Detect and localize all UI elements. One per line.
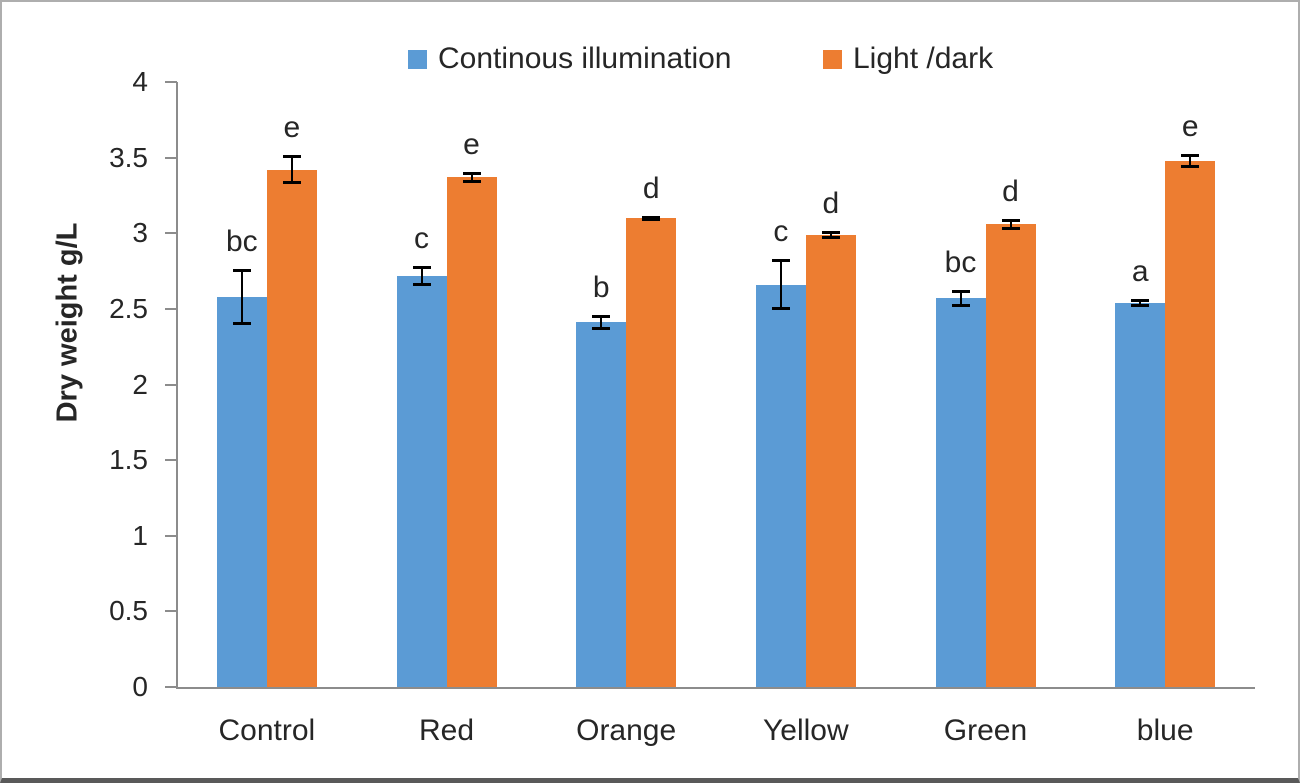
y-tick-label: 1 (132, 519, 148, 551)
y-tick-mark (165, 232, 177, 235)
x-axis-line (176, 687, 1255, 689)
significance-label: b (592, 271, 610, 305)
significance-label: e (1181, 109, 1199, 143)
y-tick-label: 0 (132, 671, 148, 702)
y-tick-label: 3.5 (109, 141, 148, 173)
bar-continuous-yellow (755, 284, 806, 687)
x-category-label: Green (943, 714, 1028, 747)
y-tick-label: 2.5 (109, 292, 148, 324)
error-bar-cap-top (232, 268, 251, 272)
error-bar-cap-top (412, 265, 431, 269)
y-tick-mark (165, 610, 177, 613)
significance-label: bc (944, 245, 977, 279)
error-bar-cap-top (821, 230, 840, 234)
legend-swatch-blue-icon (408, 49, 427, 69)
error-bar-line (959, 290, 962, 306)
bar-lightdark-blue (1165, 160, 1216, 687)
bar-lightdark-yellow (805, 234, 856, 687)
y-tick-mark (165, 534, 177, 537)
significance-label: a (1131, 254, 1149, 288)
legend-item-light-dark: Light /dark (823, 42, 994, 75)
y-axis-line (176, 82, 178, 687)
error-bar-line (470, 172, 473, 182)
error-bar-cap-top (951, 289, 970, 293)
significance-label: d (642, 171, 660, 205)
error-bar-cap-bottom (282, 181, 301, 185)
error-bar-line (1139, 299, 1142, 306)
y-tick-label: 1.5 (109, 444, 148, 476)
error-bar-cap-top (1181, 153, 1200, 157)
x-category-label: Yellow (763, 714, 849, 747)
y-tick-mark (165, 156, 177, 159)
significance-label: d (822, 186, 840, 220)
error-bar-cap-top (282, 155, 301, 159)
bar-lightdark-green (985, 224, 1036, 687)
error-bar-cap-bottom (821, 235, 840, 239)
y-tick-label: 3 (132, 217, 148, 249)
error-bar-cap-bottom (232, 322, 251, 325)
error-bar-cap-bottom (1181, 164, 1200, 168)
y-tick-label: 0.5 (109, 595, 148, 627)
error-bar-cap-top (592, 315, 611, 319)
x-category-label: Control (218, 714, 316, 747)
legend-label-continuous-illumination: Continous illumination (438, 42, 732, 75)
y-tick-label: 2 (132, 368, 148, 400)
significance-label: e (283, 111, 301, 145)
significance-label: c (414, 221, 429, 255)
significance-label: c (773, 215, 789, 249)
error-bar-cap-top (642, 215, 661, 219)
significance-label: d (1002, 174, 1019, 208)
bar-continuous-control (216, 296, 267, 687)
bar-continuous-orange (576, 322, 627, 687)
error-bar-cap-bottom (412, 282, 431, 286)
error-bar-line (420, 266, 423, 285)
y-tick-mark (165, 459, 177, 462)
legend-item-continuous-illumination: Continous illumination (408, 42, 732, 75)
error-bar-cap-bottom (592, 326, 611, 330)
legend-swatch-orange-icon (823, 49, 842, 69)
y-tick-mark (165, 686, 177, 688)
y-tick-mark (165, 81, 177, 83)
y-tick-mark (165, 307, 177, 310)
bar-continuous-red (396, 275, 447, 687)
error-bar-cap-bottom (1001, 226, 1020, 230)
error-bar-cap-top (462, 171, 481, 175)
x-category-label: blue (1136, 714, 1194, 747)
error-bar-cap-bottom (642, 217, 661, 221)
error-bar-cap-top (771, 259, 790, 263)
bar-continuous-blue (1115, 302, 1166, 687)
error-bar-cap-bottom (771, 306, 790, 310)
x-category-label: Orange (576, 714, 677, 747)
bar-lightdark-control (266, 169, 317, 687)
error-bar-line (1009, 219, 1012, 229)
error-bar-cap-top (1001, 218, 1020, 222)
error-bar-line (1189, 154, 1192, 167)
bar-continuous-green (935, 298, 986, 687)
bar-lightdark-orange (626, 218, 677, 687)
error-bar-line (779, 260, 782, 309)
error-bar-cap-bottom (1131, 303, 1150, 307)
error-bar-cap-top (1131, 298, 1150, 302)
y-tick-label: 4 (132, 66, 148, 97)
significance-label: bc (225, 224, 258, 258)
error-bar-line (829, 231, 832, 238)
significance-label: e (463, 127, 480, 161)
y-tick-mark (165, 383, 177, 386)
error-bar-cap-bottom (951, 303, 970, 307)
error-bar-line (600, 316, 603, 329)
legend-label-light-dark: Light /dark (853, 42, 994, 75)
bar-lightdark-red (446, 177, 497, 687)
x-category-label: Red (418, 714, 475, 747)
error-bar-cap-bottom (462, 179, 481, 183)
error-bar-line (290, 156, 293, 184)
error-bar-line (240, 269, 243, 324)
